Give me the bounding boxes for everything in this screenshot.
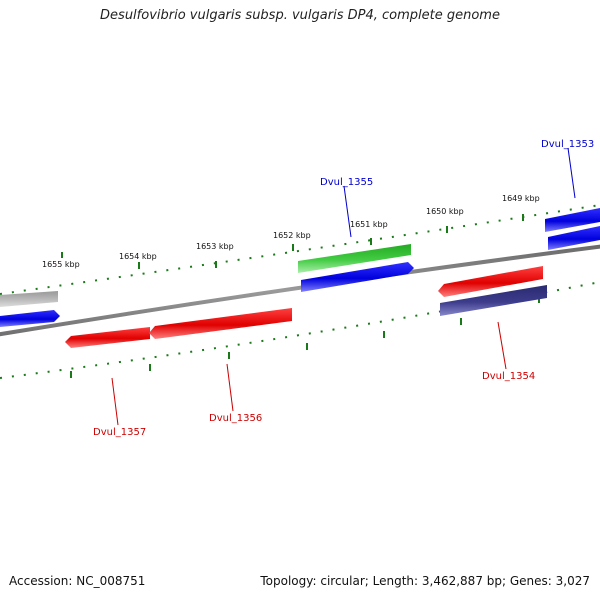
gene-label-dvul-1356[interactable]: Dvul_1356 — [209, 413, 262, 424]
tick-dots-lower — [0, 281, 600, 379]
tick-label: 1654 kbp — [119, 252, 157, 261]
feature-blue-dvul-1353[interactable] — [545, 208, 600, 232]
gene-label-dvul-1353[interactable]: Dvul_1353 — [541, 139, 594, 150]
feature-green-dvul-1355[interactable] — [298, 244, 411, 273]
feature-blue-left[interactable] — [0, 310, 60, 327]
genome-backbone — [0, 244, 600, 337]
feature-red-dvul-1354[interactable] — [438, 266, 543, 297]
genome-summary-text: Topology: circular; Length: 3,462,887 bp… — [260, 574, 590, 588]
major-ticks-upper — [61, 214, 524, 269]
feature-blue-dvul-1355[interactable] — [301, 262, 414, 292]
gene-label-dvul-1357[interactable]: Dvul_1357 — [93, 427, 146, 438]
feature-red-dvul-1356[interactable] — [149, 308, 292, 339]
tick-dots-upper — [0, 204, 600, 295]
feature-gray[interactable] — [0, 291, 58, 307]
tick-label: 1649 kbp — [502, 194, 540, 203]
feature-navy-dvul-1354[interactable] — [440, 285, 547, 316]
feature-blue-dvul-1353b[interactable] — [548, 226, 600, 250]
feature-red-dvul-1357[interactable] — [65, 327, 150, 348]
major-ticks-lower — [70, 296, 540, 378]
map-title: Desulfovibrio vulgaris subsp. vulgaris D… — [100, 8, 500, 23]
tick-label: 1650 kbp — [426, 207, 464, 216]
gene-label-dvul-1355[interactable]: Dvul_1355 — [320, 177, 373, 188]
gene-label-dvul-1354[interactable]: Dvul_1354 — [482, 371, 535, 382]
label-leaders — [111, 147, 576, 426]
tick-label: 1651 kbp — [350, 220, 388, 229]
tick-label: 1653 kbp — [196, 242, 234, 251]
tick-label: 1652 kbp — [273, 231, 311, 240]
accession-text: Accession: NC_008751 — [9, 574, 146, 588]
tick-label: 1655 kbp — [42, 260, 80, 269]
